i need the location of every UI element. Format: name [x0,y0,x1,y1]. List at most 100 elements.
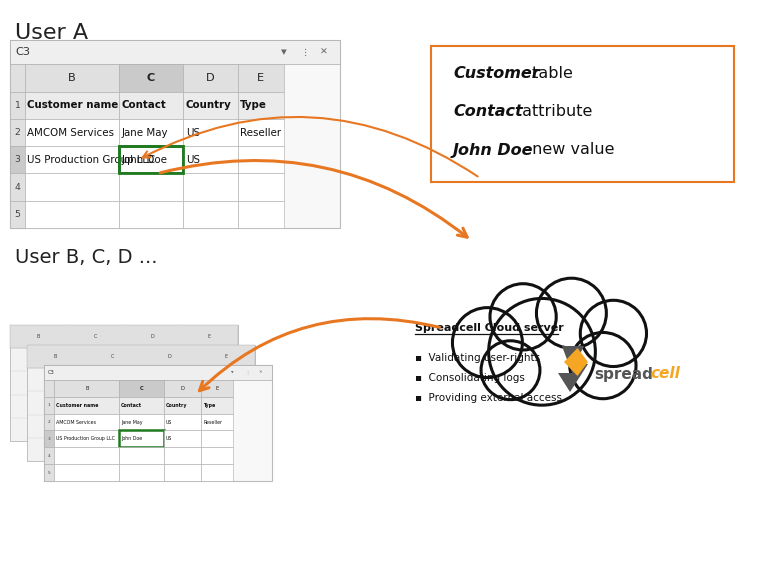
FancyBboxPatch shape [163,464,201,481]
Text: Jane May: Jane May [122,128,168,138]
FancyBboxPatch shape [119,65,183,92]
Text: 1: 1 [48,403,50,407]
FancyBboxPatch shape [163,413,201,430]
FancyBboxPatch shape [10,92,25,119]
Text: 3: 3 [14,155,21,164]
FancyBboxPatch shape [44,365,272,481]
FancyBboxPatch shape [201,464,233,481]
Circle shape [452,308,522,378]
Text: B: B [85,386,88,391]
Text: Type: Type [240,100,268,110]
Text: AMCOM Services: AMCOM Services [56,420,96,424]
Text: US Production Group LLC: US Production Group LLC [56,437,115,441]
Text: Jane May: Jane May [121,420,143,424]
FancyBboxPatch shape [183,201,238,228]
Text: US: US [166,420,172,424]
Text: D: D [181,386,185,391]
FancyBboxPatch shape [201,397,233,413]
FancyBboxPatch shape [119,201,183,228]
FancyBboxPatch shape [25,146,119,174]
FancyBboxPatch shape [44,430,54,447]
Text: E: E [225,354,228,359]
Text: US: US [166,437,172,441]
Text: Country: Country [166,403,187,408]
FancyBboxPatch shape [54,464,119,481]
Text: ✕: ✕ [258,370,261,374]
FancyBboxPatch shape [119,397,163,413]
Text: John Doe: John Doe [122,155,167,165]
FancyBboxPatch shape [54,413,119,430]
FancyBboxPatch shape [25,119,119,146]
Text: AMCOM Services: AMCOM Services [27,128,115,138]
Text: E: E [208,334,211,339]
FancyBboxPatch shape [10,325,238,348]
FancyBboxPatch shape [201,380,233,397]
Text: John Doe: John Doe [453,142,534,157]
Text: C: C [111,354,114,359]
FancyBboxPatch shape [119,447,163,464]
FancyArrowPatch shape [160,160,467,237]
Text: Customer name: Customer name [56,403,99,408]
Text: spread: spread [594,367,653,381]
Text: 5: 5 [48,470,50,475]
FancyBboxPatch shape [119,464,163,481]
Circle shape [489,298,595,405]
Text: D: D [150,334,154,339]
FancyBboxPatch shape [119,146,183,174]
Text: ⋮: ⋮ [300,48,310,57]
Text: C: C [147,73,155,83]
FancyBboxPatch shape [238,201,284,228]
FancyBboxPatch shape [119,92,183,119]
Text: ⋮: ⋮ [245,370,249,374]
Text: C3: C3 [15,47,30,57]
Bar [119,146,183,174]
Text: Contact: Contact [122,100,166,110]
Text: Customer: Customer [453,66,540,82]
FancyBboxPatch shape [119,430,163,447]
FancyBboxPatch shape [27,345,255,368]
Text: ▪  Validating user-rights: ▪ Validating user-rights [415,353,540,363]
FancyBboxPatch shape [27,345,255,461]
Text: C: C [140,386,144,391]
FancyBboxPatch shape [25,92,119,119]
FancyBboxPatch shape [238,174,284,201]
FancyBboxPatch shape [54,380,119,397]
FancyBboxPatch shape [163,447,201,464]
Text: User B, C, D ...: User B, C, D ... [15,248,157,267]
Text: 3: 3 [48,437,50,441]
FancyBboxPatch shape [10,325,238,441]
Text: 4: 4 [48,454,50,458]
FancyBboxPatch shape [119,119,183,146]
FancyBboxPatch shape [183,92,238,119]
FancyBboxPatch shape [119,174,183,201]
Text: ▪  Consolidating logs: ▪ Consolidating logs [415,373,525,383]
Text: ▼: ▼ [280,49,287,55]
FancyBboxPatch shape [238,92,284,119]
Text: Customer name: Customer name [27,100,119,110]
Text: E: E [216,386,219,391]
Circle shape [581,300,647,367]
Text: Reseller: Reseller [203,420,222,424]
FancyBboxPatch shape [183,146,238,174]
FancyBboxPatch shape [119,380,163,397]
FancyBboxPatch shape [25,201,119,228]
FancyArrowPatch shape [143,117,478,177]
Text: 5: 5 [14,210,21,219]
Text: attribute: attribute [518,104,593,120]
Circle shape [570,332,636,399]
Text: Country: Country [186,100,232,110]
FancyBboxPatch shape [183,65,238,92]
FancyBboxPatch shape [44,413,54,430]
Text: US: US [186,128,200,138]
FancyBboxPatch shape [10,119,25,146]
FancyBboxPatch shape [238,146,284,174]
Text: C3: C3 [47,370,54,375]
Text: ✕: ✕ [320,48,328,57]
FancyBboxPatch shape [201,413,233,430]
FancyBboxPatch shape [44,464,54,481]
FancyBboxPatch shape [238,119,284,146]
FancyBboxPatch shape [44,447,54,464]
FancyBboxPatch shape [54,447,119,464]
FancyBboxPatch shape [201,447,233,464]
Polygon shape [564,348,588,376]
